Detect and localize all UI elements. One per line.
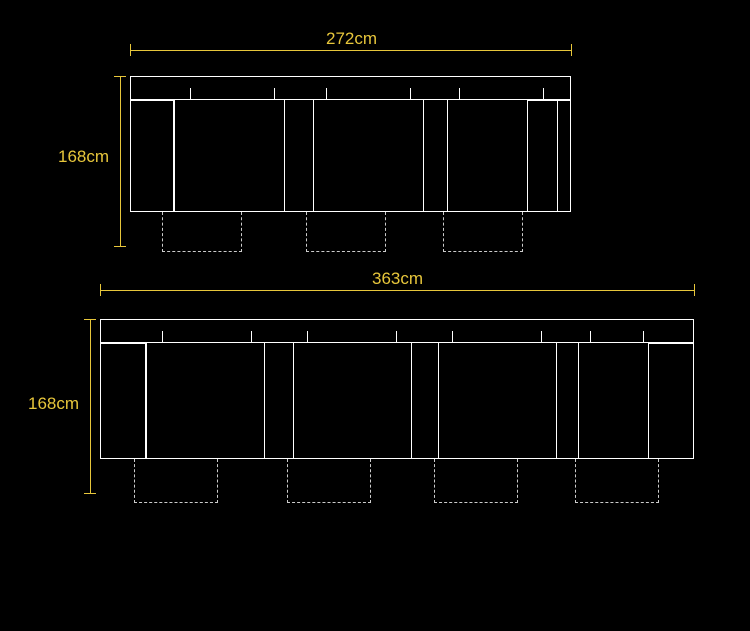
row2-width-cap-left <box>100 284 101 296</box>
row2-height-label: 168cm <box>28 395 79 412</box>
row1-height-line <box>120 76 121 246</box>
row2-width-label: 363cm <box>372 270 423 287</box>
row2-cushion-3 <box>452 331 542 343</box>
row2-arm-right <box>648 343 694 459</box>
row1-cushion-1 <box>190 88 275 100</box>
row2-arm-left <box>100 343 146 459</box>
row2-ext-1 <box>134 459 218 503</box>
row2-cushion-4 <box>590 331 644 343</box>
row1-width-line <box>130 50 571 51</box>
row1-height-label: 168cm <box>58 148 109 165</box>
row2-seat-4 <box>578 343 648 459</box>
row2-width-line <box>100 290 694 291</box>
row1-ext-3 <box>443 212 523 252</box>
row2-ext-3 <box>434 459 518 503</box>
row1-height-cap-top <box>114 76 126 77</box>
row1-cushion-3 <box>459 88 544 100</box>
row2-height-cap-top <box>84 319 96 320</box>
row1-seat-3 <box>447 100 558 212</box>
row2-cushion-1 <box>162 331 252 343</box>
row1-width-cap-left <box>130 44 131 56</box>
row1-width-cap-right <box>571 44 572 56</box>
furniture-dimension-diagram: { "background_color": "#000000", "line_c… <box>0 0 750 631</box>
row1-cushion-2 <box>326 88 411 100</box>
row2-cushion-2 <box>307 331 397 343</box>
row2-height-line <box>90 319 91 493</box>
row1-ext-2 <box>306 212 386 252</box>
row1-seat-1 <box>174 100 285 212</box>
row1-height-cap-bot <box>114 246 126 247</box>
row1-arm-left <box>130 100 174 212</box>
row2-height-cap-bot <box>84 493 96 494</box>
row2-ext-2 <box>287 459 371 503</box>
row1-seat-2 <box>313 100 424 212</box>
row2-width-cap-right <box>694 284 695 296</box>
row2-seat-2 <box>293 343 412 459</box>
row2-seat-3 <box>438 343 557 459</box>
row2-ext-4 <box>575 459 659 503</box>
row1-ext-1 <box>162 212 242 252</box>
row2-seat-1 <box>146 343 265 459</box>
row1-width-label: 272cm <box>326 30 377 47</box>
